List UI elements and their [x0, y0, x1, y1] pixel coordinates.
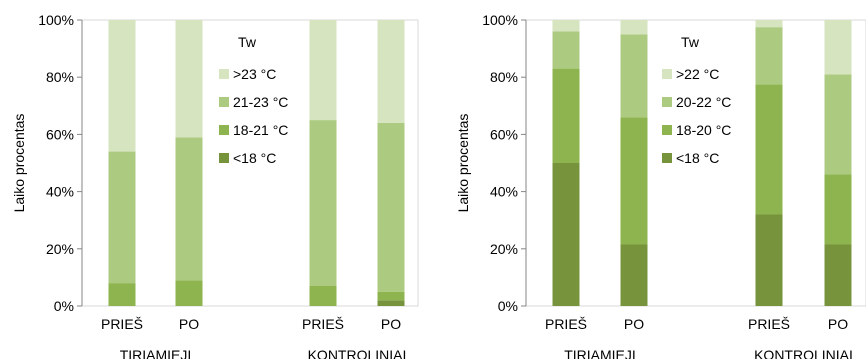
bar-segment — [377, 122, 405, 292]
y-axis-title: Laiko procentas — [455, 114, 471, 213]
y-tick-label: 100% — [482, 12, 518, 28]
x-category-label: PO — [381, 316, 401, 332]
bar-segment — [309, 285, 337, 306]
bar-segment — [552, 68, 580, 163]
bar-segment — [552, 31, 580, 69]
legend-label: >22 °C — [676, 66, 719, 82]
bar-segment — [755, 214, 783, 306]
bar-segment — [620, 34, 648, 118]
y-tick-label: 80% — [490, 69, 518, 85]
x-category-label: PO — [624, 316, 644, 332]
legend-swatch — [219, 125, 229, 135]
bar-segment — [824, 244, 852, 306]
bar-segment — [175, 20, 203, 138]
x-category-label: PRIEŠ — [545, 316, 587, 332]
bar-segment — [309, 120, 337, 286]
bar-segment — [620, 117, 648, 245]
y-tick-label: 60% — [46, 126, 74, 142]
bar-segment — [824, 74, 852, 175]
legend-label: 18-21 °C — [233, 122, 288, 138]
bar-segment — [824, 20, 852, 75]
legend-label: >23 °C — [233, 66, 276, 82]
bar-segment — [309, 20, 337, 121]
legend-swatch — [219, 69, 229, 79]
x-category-label: PRIEŠ — [748, 316, 790, 332]
y-tick-label: 0% — [54, 298, 74, 314]
bar-segment — [824, 174, 852, 245]
legend-swatch — [219, 97, 229, 107]
legend-label: <18 °C — [676, 150, 719, 166]
legend-label: 21-23 °C — [233, 94, 288, 110]
x-group-label: KONTROLINIAI — [754, 347, 853, 359]
bar-segment — [175, 137, 203, 281]
bar-segment — [377, 20, 405, 123]
y-tick-label: 20% — [46, 241, 74, 257]
bar-segment — [755, 20, 783, 28]
y-tick-label: 0% — [498, 298, 518, 314]
legend-swatch — [662, 97, 672, 107]
legend-title: Tw — [238, 34, 257, 50]
legend-swatch — [662, 69, 672, 79]
bar-segment — [108, 283, 136, 306]
x-category-label: PO — [828, 316, 848, 332]
bar-segment — [620, 244, 648, 306]
bar-segment — [108, 20, 136, 152]
y-tick-label: 100% — [38, 12, 74, 28]
legend-swatch — [662, 153, 672, 163]
bar-segment — [108, 151, 136, 284]
y-axis-title: Laiko procentas — [11, 114, 27, 213]
y-tick-label: 20% — [490, 241, 518, 257]
legend-label: 20-22 °C — [676, 94, 731, 110]
bar-segment — [755, 84, 783, 215]
bar-segment — [755, 27, 783, 85]
bar-segment — [175, 280, 203, 306]
x-category-label: PRIEŠ — [302, 316, 344, 332]
y-tick-label: 40% — [490, 184, 518, 200]
bar-segment — [552, 163, 580, 306]
legend-swatch — [219, 153, 229, 163]
y-tick-label: 40% — [46, 184, 74, 200]
legend-label: <18 °C — [233, 150, 276, 166]
bar-segment — [377, 300, 405, 306]
y-tick-label: 80% — [46, 69, 74, 85]
bar-segment — [620, 20, 648, 35]
x-category-label: PRIEŠ — [101, 316, 143, 332]
x-category-label: PO — [179, 316, 199, 332]
legend-swatch — [662, 125, 672, 135]
y-tick-label: 60% — [490, 126, 518, 142]
legend-title: Tw — [681, 34, 700, 50]
legend-label: 18-20 °C — [676, 122, 731, 138]
bar-segment — [552, 20, 580, 32]
x-group-label: KONTROLINIAI — [308, 347, 407, 359]
x-group-label: TIRIAMIEJI — [120, 347, 192, 359]
bar-segment — [377, 291, 405, 301]
x-group-label: TIRIAMIEJI — [564, 347, 636, 359]
